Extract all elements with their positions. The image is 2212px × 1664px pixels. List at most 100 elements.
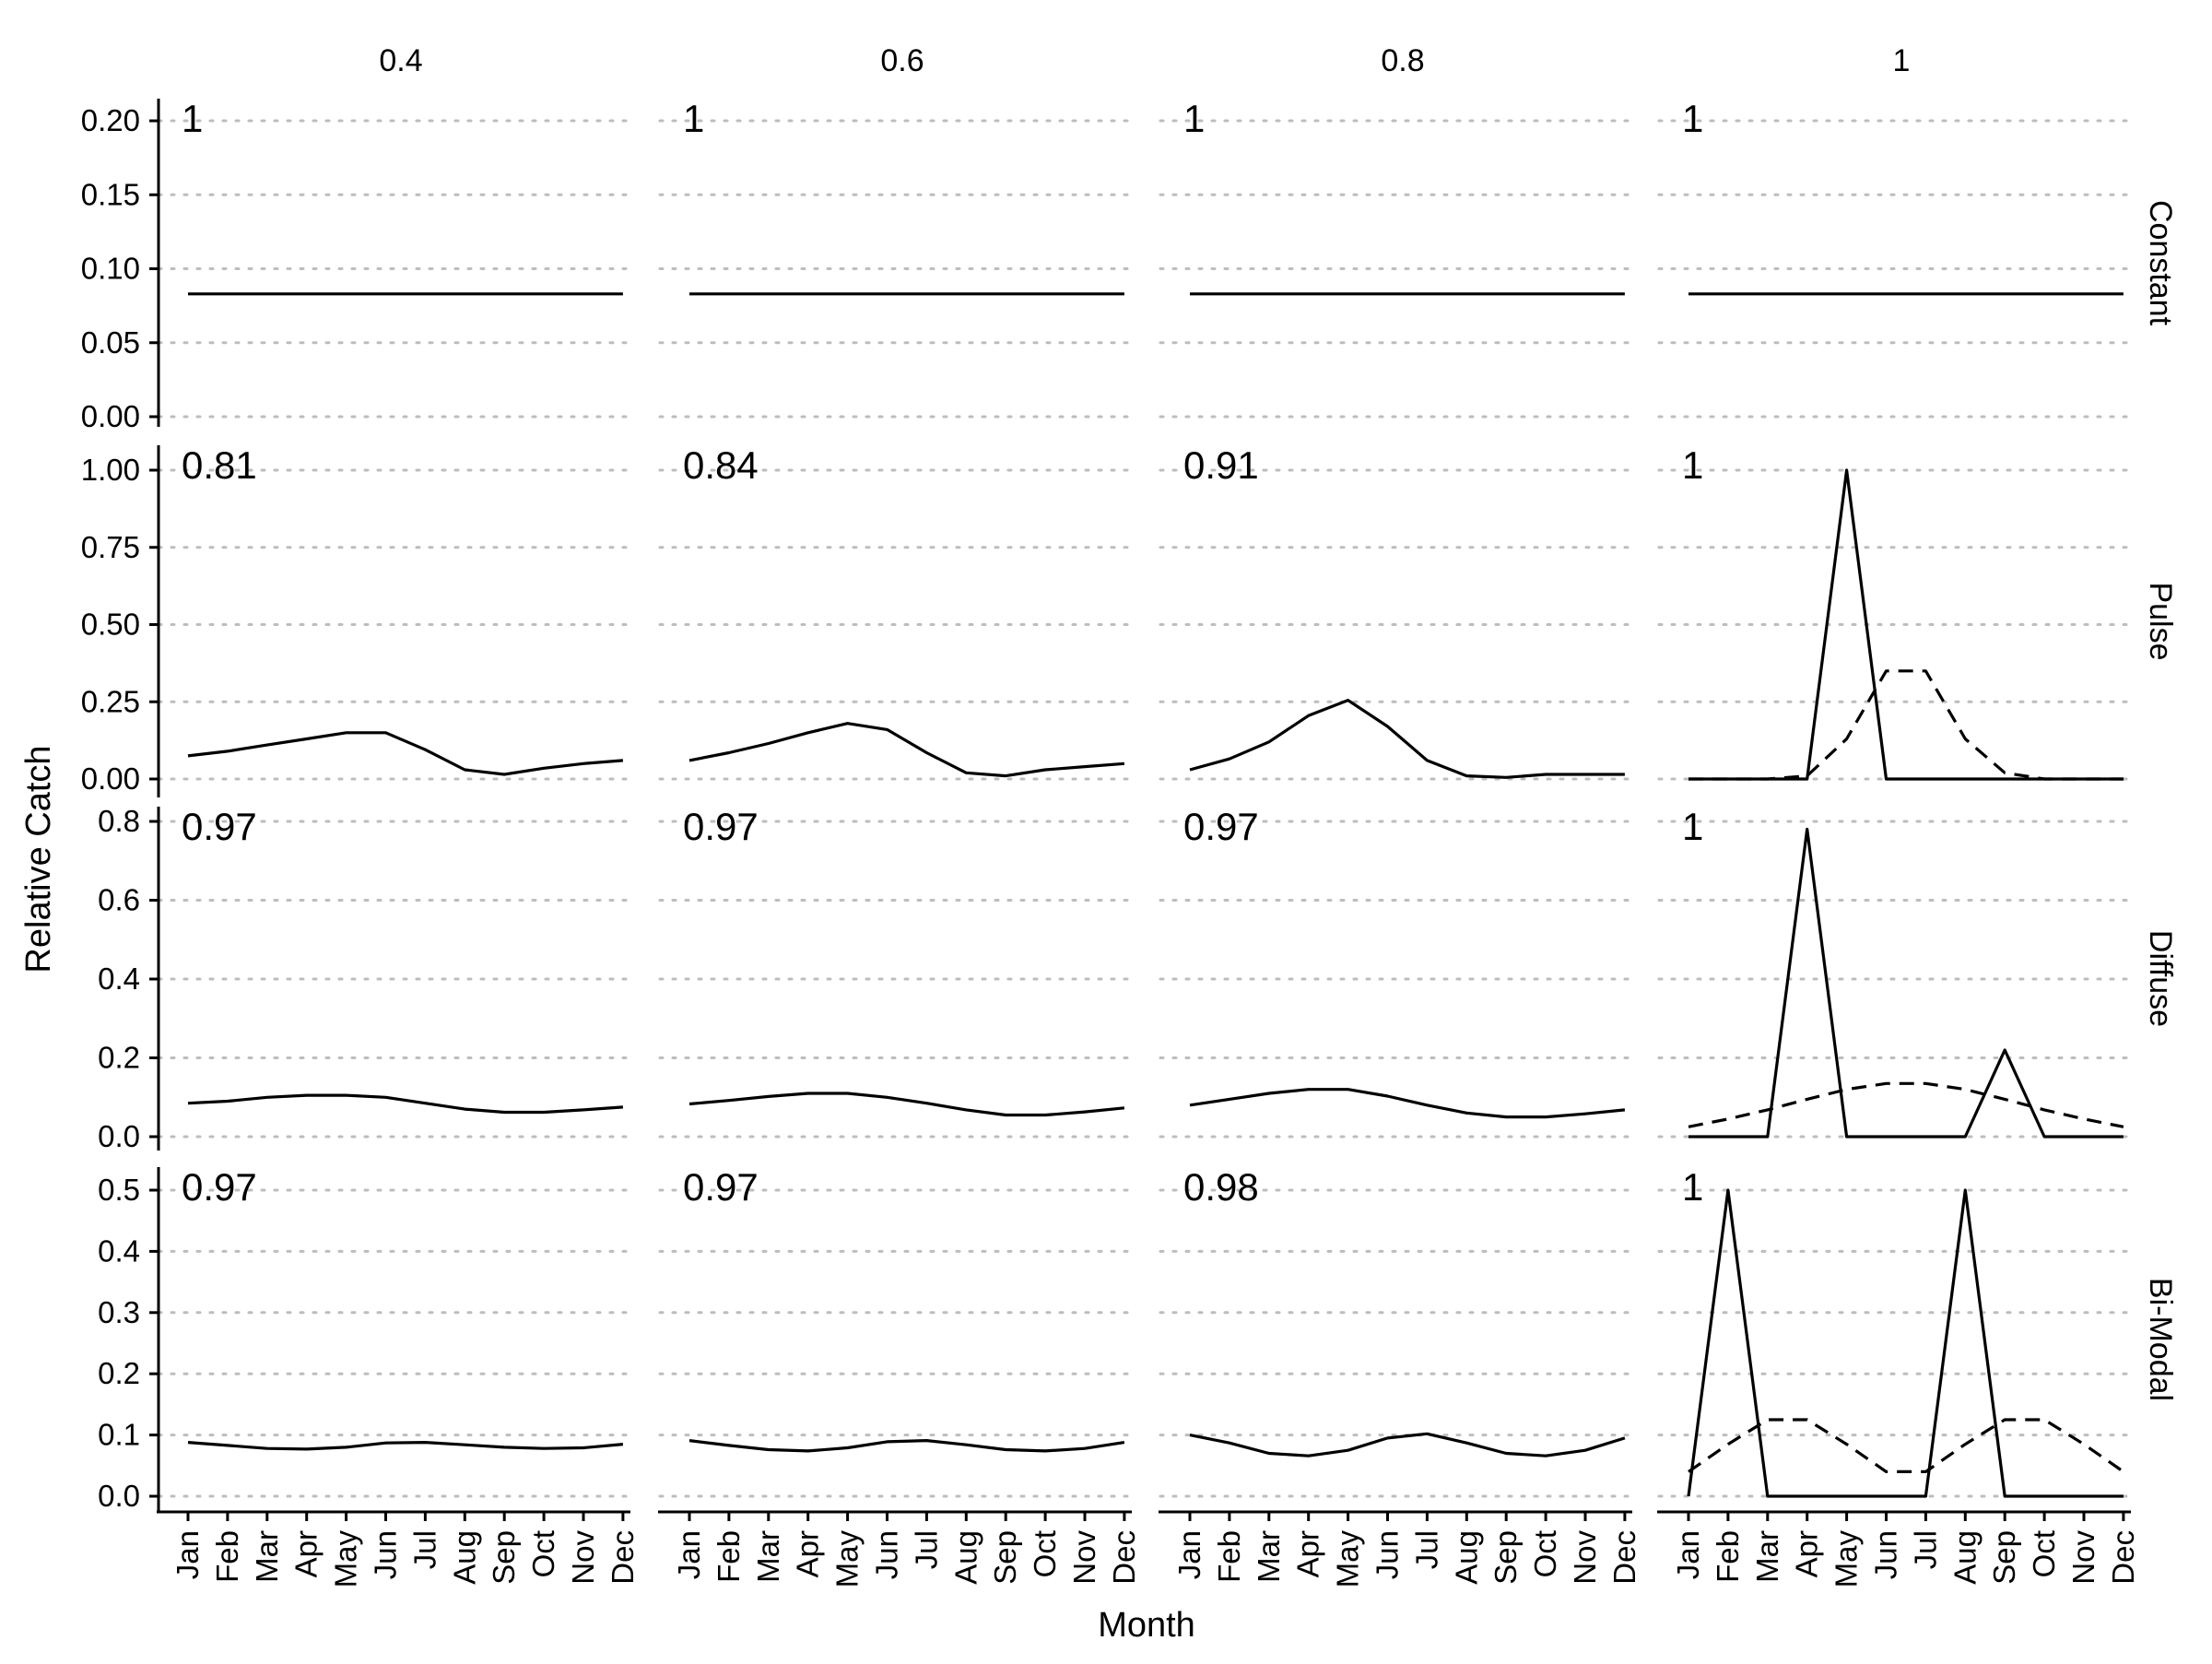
x-tick-label: Sep: [988, 1530, 1022, 1585]
x-tick-label: Nov: [2066, 1530, 2100, 1585]
x-tick-label: Aug: [447, 1530, 481, 1585]
series-line-solid: [187, 1093, 624, 1115]
series-line-solid: [187, 731, 624, 776]
x-tick-label: Jan: [1671, 1530, 1705, 1579]
panel-annotation: 0.91: [1183, 443, 1259, 487]
panel-annotation: 1: [182, 97, 203, 140]
panel-annotation: 0.97: [182, 1165, 257, 1209]
panel-annotation: 0.81: [182, 443, 257, 487]
panel-annotation: 0.97: [1183, 805, 1259, 848]
panel-annotation: 1: [1183, 97, 1205, 140]
series-line-dashed: [1688, 669, 2124, 781]
y-tick-label: 0.00: [81, 399, 140, 433]
x-tick-label: May: [1830, 1530, 1864, 1588]
y-tick-label: 0.05: [81, 325, 140, 360]
x-tick-label: Oct: [2027, 1530, 2061, 1577]
x-tick-label: Jun: [369, 1530, 403, 1579]
x-tick-label: Aug: [1449, 1530, 1483, 1585]
x-tick-label: Apr: [1790, 1530, 1824, 1577]
panel-annotation: 0.97: [182, 805, 257, 848]
x-tick-label: May: [1331, 1530, 1365, 1588]
series-line-dashed: [1688, 1418, 2124, 1474]
y-tick-label: 0.1: [98, 1418, 140, 1452]
panel-annotation: 1: [1682, 97, 1703, 140]
y-tick-label: 0.6: [98, 883, 140, 917]
x-tick-label: Apr: [289, 1530, 324, 1577]
x-tick-label: Jun: [1371, 1530, 1405, 1579]
y-tick-label: 0.4: [98, 962, 140, 996]
x-tick-label: Jul: [1409, 1530, 1443, 1569]
panel-annotation: 1: [1682, 1165, 1703, 1209]
x-tick-label: Nov: [1568, 1530, 1602, 1585]
gridlines: [157, 119, 2131, 1498]
panel-annotation: 1: [1682, 805, 1703, 848]
panel-annotation: 0.98: [1183, 1165, 1259, 1209]
panel-annotation: 0.97: [683, 1165, 759, 1209]
y-tick-label: 1.00: [81, 453, 140, 487]
x-tick-label: Jun: [870, 1530, 904, 1579]
y-tick-label: 0.0: [98, 1479, 140, 1513]
y-tick-label: 0.25: [81, 684, 140, 718]
y-axis-title: Relative Catch: [19, 745, 58, 973]
row-strip-label: Bi-Modal: [2143, 1278, 2178, 1401]
x-tick-label: Feb: [1212, 1530, 1246, 1583]
x-tick-label: Jul: [407, 1530, 441, 1569]
series-line-solid: [1189, 1432, 1626, 1457]
x-tick-label: May: [329, 1530, 363, 1588]
x-tick-label: Nov: [566, 1530, 600, 1585]
y-tick-label: 0.15: [81, 177, 140, 211]
panel-annotation: 1: [1682, 443, 1703, 487]
series-line-dashed: [1688, 1081, 2124, 1128]
series-layer: [187, 292, 2124, 1498]
x-tick-label: Jun: [1869, 1530, 1903, 1579]
x-tick-label: Sep: [1488, 1530, 1523, 1585]
x-tick-label: May: [830, 1530, 865, 1588]
row-strip-label: Diffuse: [2143, 930, 2178, 1027]
y-tick-label: 0.10: [81, 252, 140, 286]
x-tick-label: Oct: [1528, 1530, 1562, 1577]
x-tick-label: Feb: [210, 1530, 244, 1583]
row-strip-label: Pulse: [2143, 582, 2178, 660]
x-tick-label: Mar: [250, 1530, 284, 1583]
series-line-solid: [1189, 1088, 1626, 1119]
labels-layer: 0.000.050.100.150.20Constant0.000.250.50…: [81, 43, 2178, 1587]
panel-annotation: 1: [683, 97, 704, 140]
x-tick-label: Mar: [1252, 1530, 1286, 1583]
x-tick-label: Nov: [1067, 1530, 1101, 1585]
x-tick-label: Jul: [909, 1530, 943, 1569]
x-tick-label: Feb: [712, 1530, 746, 1583]
series-line-solid: [688, 1438, 1125, 1453]
x-tick-label: Aug: [948, 1530, 982, 1585]
x-tick-label: Oct: [526, 1530, 560, 1577]
series-line-solid: [1189, 698, 1625, 779]
y-tick-label: 0.8: [98, 804, 140, 838]
panel-annotation: 0.97: [683, 805, 759, 848]
x-tick-label: Mar: [1750, 1530, 1784, 1583]
column-strip-label: 0.4: [379, 43, 422, 78]
x-tick-label: Jan: [171, 1530, 205, 1579]
series-line-solid: [688, 722, 1125, 778]
y-tick-label: 0.00: [81, 761, 140, 796]
x-axis-title: Month: [1098, 1606, 1195, 1645]
x-tick-label: Mar: [751, 1530, 785, 1583]
row-strip-label: Constant: [2143, 200, 2178, 326]
series-line-solid: [187, 1440, 624, 1451]
y-tick-label: 0.5: [98, 1173, 140, 1207]
y-tick-label: 0.20: [81, 103, 140, 137]
y-tick-label: 0.0: [98, 1119, 140, 1153]
x-tick-label: Feb: [1711, 1530, 1745, 1583]
x-tick-label: Sep: [1987, 1530, 2021, 1585]
column-strip-label: 1: [1893, 43, 1911, 78]
y-tick-label: 0.3: [98, 1295, 140, 1329]
panel-annotation: 0.84: [683, 443, 759, 487]
x-tick-label: Apr: [791, 1530, 825, 1577]
x-tick-label: Sep: [487, 1530, 521, 1585]
series-line-solid: [1688, 827, 2124, 1139]
x-tick-label: Jan: [1172, 1530, 1206, 1579]
y-tick-label: 0.2: [98, 1041, 140, 1075]
y-tick-label: 0.50: [81, 608, 140, 642]
x-tick-label: Dec: [1607, 1530, 1641, 1585]
axes: [149, 99, 2131, 1521]
column-strip-label: 0.6: [880, 43, 924, 78]
x-tick-label: Dec: [606, 1530, 640, 1585]
